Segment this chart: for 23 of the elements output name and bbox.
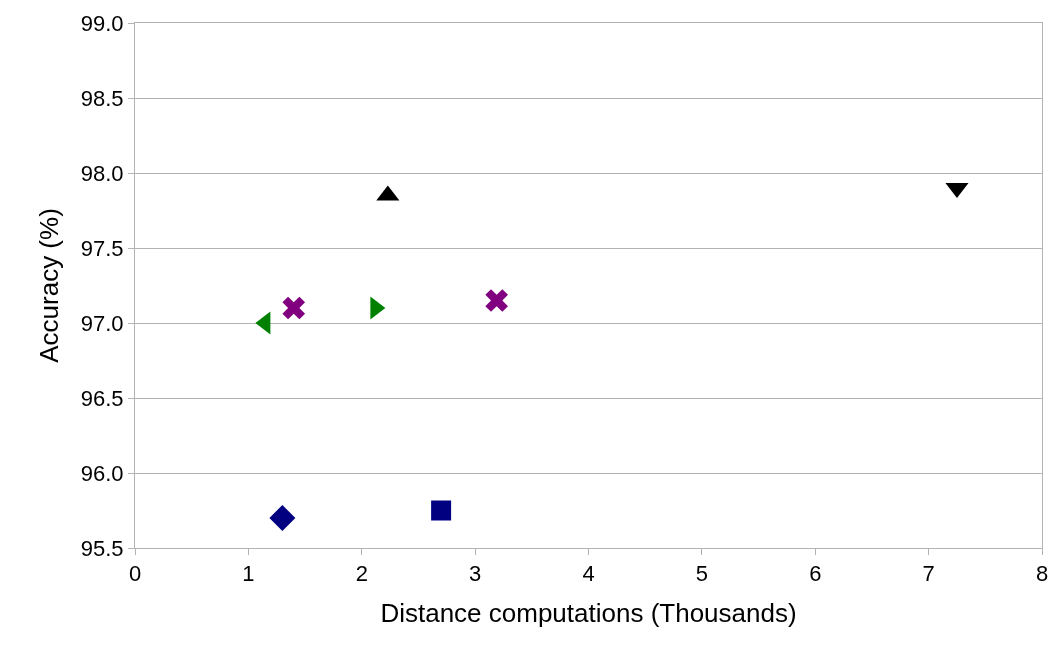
point [282,296,306,320]
x-tick-label: 8 [1035,561,1049,587]
y-tick-label: 97.5 [80,235,124,261]
x-tick-label: 0 [128,561,142,587]
y-tick-label: 96.0 [80,460,124,486]
x-tick-label: 4 [582,561,595,587]
point [269,505,296,531]
y-tick-label: 96.5 [80,385,124,411]
x-tick-label: 1 [242,561,255,587]
point [431,500,452,521]
x-tick-label: 3 [469,561,482,587]
y-tick-label: 97.0 [80,310,124,336]
x-tick-label: 2 [355,561,368,587]
y-axis-title: Accuracy (%) [34,208,65,363]
x-tick-label: 7 [922,561,935,587]
y-tick-label: 95.5 [80,535,124,561]
y-tick-label: 99.0 [80,10,124,36]
x-tick-label: 6 [809,561,822,587]
x-axis-title: Distance computations (Thousands) [380,598,797,629]
y-tick-label: 98.0 [80,160,124,186]
x-tick-label: 5 [695,561,709,587]
y-tick-label: 98.5 [80,85,124,111]
point [485,289,508,312]
